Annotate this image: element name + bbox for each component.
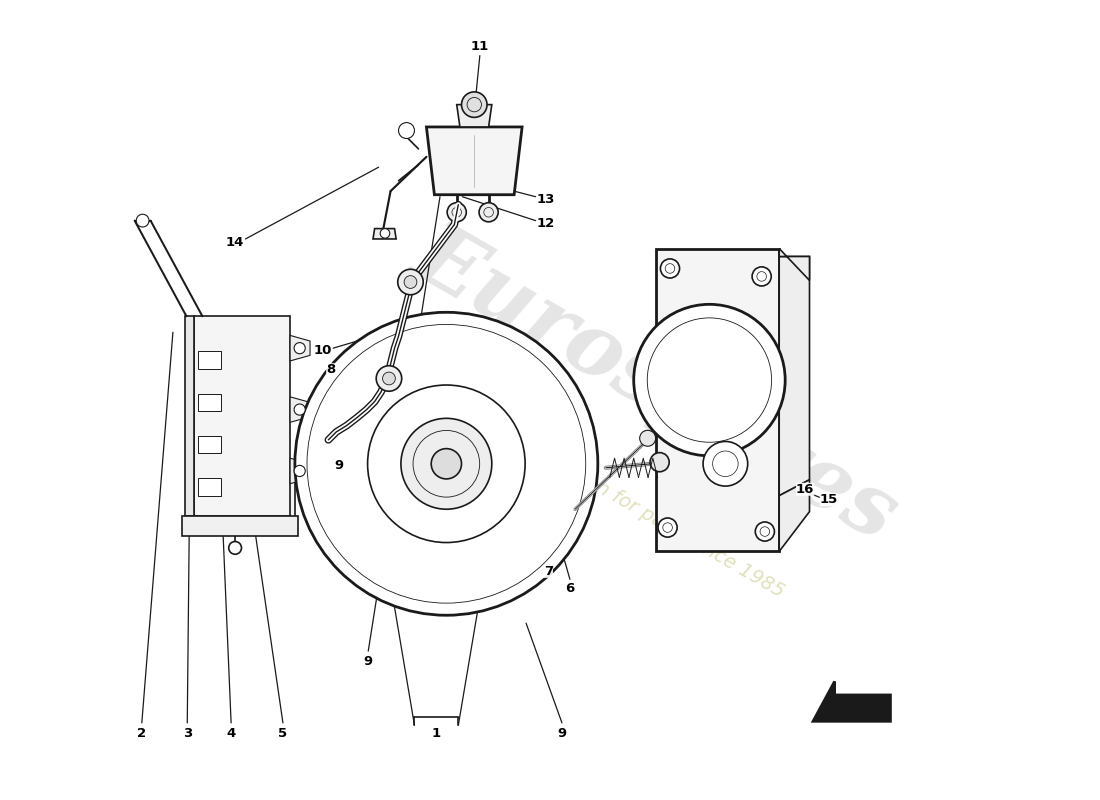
- Polygon shape: [191, 474, 295, 518]
- Text: 15: 15: [820, 493, 838, 506]
- Circle shape: [398, 270, 424, 294]
- Text: 8: 8: [326, 363, 336, 376]
- Circle shape: [383, 372, 395, 385]
- Polygon shape: [290, 335, 310, 361]
- Circle shape: [136, 214, 149, 227]
- Circle shape: [398, 122, 415, 138]
- Text: 11: 11: [471, 40, 490, 54]
- Text: a passion for parts since 1985: a passion for parts since 1985: [522, 438, 788, 602]
- Bar: [198, 478, 221, 496]
- Polygon shape: [427, 127, 522, 194]
- Circle shape: [756, 522, 774, 541]
- Polygon shape: [195, 316, 290, 515]
- Text: Eurospares: Eurospares: [398, 212, 912, 556]
- Bar: [198, 436, 221, 454]
- Polygon shape: [373, 229, 396, 239]
- Polygon shape: [185, 316, 195, 515]
- Circle shape: [658, 518, 678, 537]
- Text: 9: 9: [364, 655, 373, 668]
- Circle shape: [752, 267, 771, 286]
- Text: 5: 5: [278, 726, 287, 740]
- Text: 7: 7: [543, 565, 553, 578]
- Polygon shape: [813, 682, 890, 722]
- Text: 12: 12: [537, 217, 556, 230]
- Circle shape: [295, 312, 597, 615]
- Bar: [198, 351, 221, 369]
- Circle shape: [294, 404, 306, 415]
- Circle shape: [650, 453, 669, 472]
- Circle shape: [367, 385, 525, 542]
- Circle shape: [478, 202, 498, 222]
- Text: 6: 6: [565, 582, 574, 595]
- Polygon shape: [456, 105, 492, 127]
- Polygon shape: [779, 480, 810, 551]
- Circle shape: [400, 418, 492, 510]
- Text: 2: 2: [138, 726, 146, 740]
- Circle shape: [294, 342, 306, 354]
- Circle shape: [448, 202, 466, 222]
- Text: 9: 9: [558, 726, 566, 740]
- Polygon shape: [183, 515, 298, 535]
- Text: 13: 13: [537, 193, 556, 206]
- Circle shape: [660, 259, 680, 278]
- Circle shape: [376, 366, 402, 391]
- Text: 4: 4: [227, 726, 235, 740]
- Polygon shape: [779, 249, 810, 281]
- Text: 9: 9: [334, 459, 343, 472]
- Circle shape: [634, 304, 785, 456]
- Bar: [198, 394, 221, 411]
- Text: 16: 16: [796, 482, 814, 496]
- Circle shape: [703, 442, 748, 486]
- Text: 1: 1: [431, 726, 441, 740]
- Circle shape: [207, 446, 223, 462]
- Circle shape: [294, 466, 306, 477]
- Polygon shape: [290, 397, 310, 422]
- Polygon shape: [656, 249, 779, 551]
- Text: 3: 3: [183, 726, 191, 740]
- Circle shape: [431, 449, 462, 479]
- Circle shape: [381, 229, 389, 238]
- Polygon shape: [290, 458, 310, 484]
- Text: 14: 14: [226, 236, 244, 249]
- Text: 10: 10: [314, 344, 332, 357]
- Circle shape: [462, 92, 487, 118]
- Circle shape: [404, 276, 417, 288]
- Circle shape: [640, 430, 656, 446]
- Circle shape: [229, 542, 242, 554]
- Polygon shape: [779, 257, 810, 496]
